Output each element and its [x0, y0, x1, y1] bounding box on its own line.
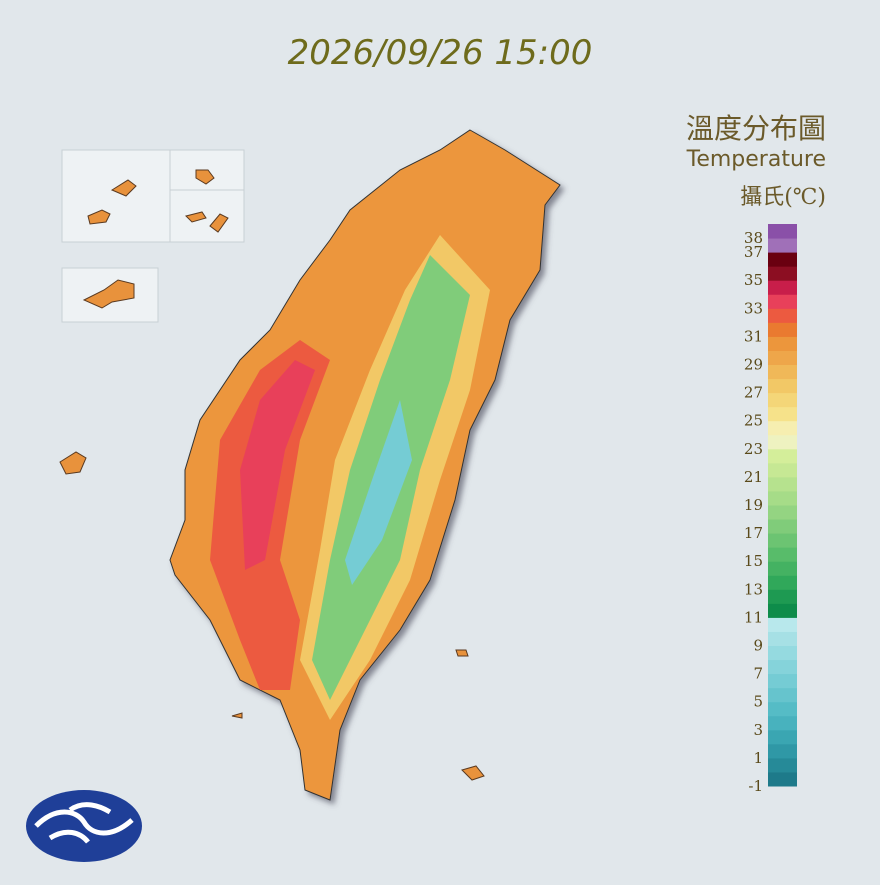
legend-swatch [768, 238, 797, 253]
legend-swatch [768, 462, 797, 478]
legend-swatch [768, 533, 797, 548]
legend-swatch [768, 364, 797, 380]
islands [59, 169, 485, 781]
legend-swatch [768, 420, 797, 436]
legend-label: 23 [744, 440, 763, 458]
legend-label: 27 [744, 384, 763, 402]
legend-swatch [768, 476, 797, 492]
legend-swatch [768, 434, 797, 450]
legend-swatch [768, 701, 797, 717]
legend-swatch [768, 252, 797, 267]
legend-label: 5 [753, 693, 763, 711]
legend-swatch [768, 715, 797, 731]
legend-label: 17 [744, 524, 763, 542]
legend-label: 25 [744, 412, 763, 430]
legend-swatch [768, 448, 797, 464]
legend-swatch [768, 294, 797, 309]
legend-swatch [768, 743, 797, 759]
legend-label: 21 [744, 468, 763, 486]
legend-swatch [768, 575, 797, 590]
legend-swatch [768, 631, 797, 646]
legend-swatch [768, 771, 797, 787]
legend-label: 19 [744, 496, 763, 514]
legend-swatch [768, 505, 797, 520]
legend-swatch [768, 308, 797, 323]
legend-label: 11 [744, 608, 763, 626]
legend-swatch [768, 645, 797, 661]
title: 溫度分布圖 [686, 112, 826, 145]
logo-swirl [34, 802, 134, 844]
legend-label: 3 [753, 721, 763, 739]
legend-swatch [768, 561, 797, 576]
legend-swatch [768, 406, 797, 422]
legend-label: 38 [744, 229, 763, 247]
legend-label: -1 [748, 777, 763, 795]
legend-swatch [768, 547, 797, 562]
legend-swatch [768, 490, 797, 506]
legend-swatch [768, 729, 797, 745]
taiwan [169, 129, 561, 801]
legend-swatch [768, 687, 797, 703]
legend-swatch [768, 378, 797, 394]
legend-label: 1 [753, 749, 763, 767]
legend-swatch [768, 392, 797, 408]
legend-label: 9 [753, 637, 763, 655]
legend-label: 31 [744, 327, 763, 345]
timestamp: 2026/09/26 15:00 [288, 33, 593, 73]
legend-swatch [768, 280, 797, 295]
legend-swatch [768, 336, 797, 351]
legend-swatch [768, 322, 797, 337]
unit: 攝氏(℃) [740, 185, 826, 210]
legend-swatch [768, 673, 797, 689]
legend-label: 13 [744, 580, 763, 598]
legend-swatch [768, 659, 797, 675]
legend-swatch [768, 617, 797, 632]
legend-swatch [768, 266, 797, 281]
legend-swatch [768, 757, 797, 773]
legend-swatch [768, 224, 797, 239]
legend-swatch [768, 519, 797, 534]
subtitle: Temperature [686, 147, 826, 172]
legend-label: 29 [744, 356, 763, 374]
legend-swatch [768, 589, 797, 604]
legend-swatch [768, 603, 797, 618]
legend-label: 35 [744, 271, 763, 289]
legend-label: 15 [744, 552, 763, 570]
legend-label: 7 [753, 665, 763, 683]
legend-swatch [768, 350, 797, 365]
legend-label: 37 [744, 243, 763, 261]
legend-label: 33 [744, 299, 763, 317]
